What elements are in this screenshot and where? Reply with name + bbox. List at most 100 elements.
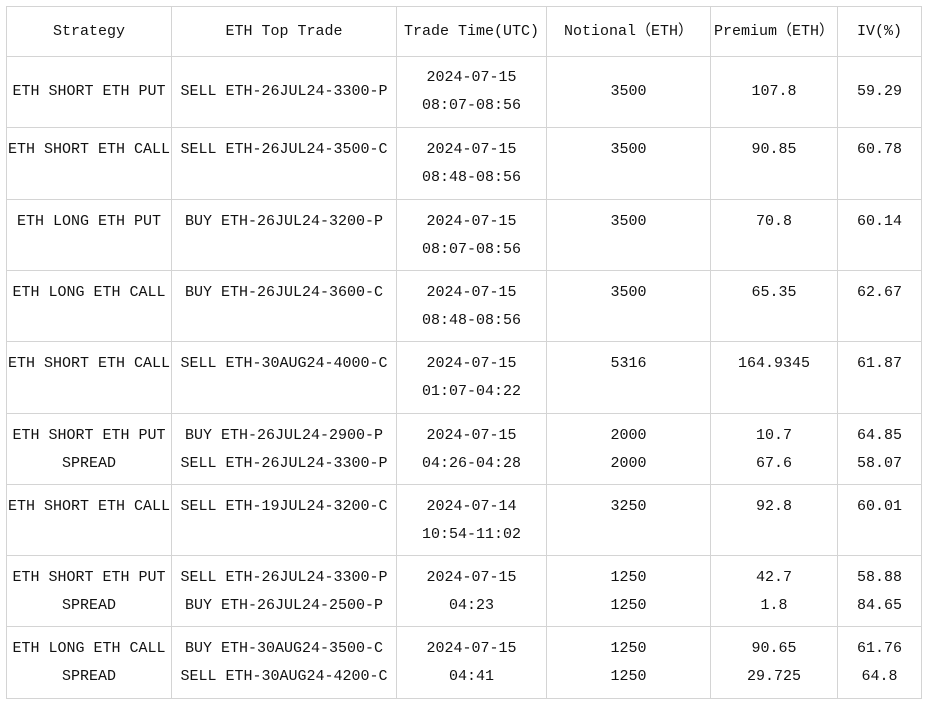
- cell-text: 2000: [610, 455, 647, 472]
- table-cell: 2024-07-15 04:41: [397, 627, 547, 699]
- cell-text: 2024-07-15: [426, 213, 517, 230]
- table-cell: 64.85 58.07: [838, 414, 922, 485]
- cell-text: SPREAD: [61, 597, 116, 614]
- table-cell: 60.01: [838, 485, 922, 556]
- cell-text: BUY ETH-26JUL24-3600-C: [184, 284, 384, 301]
- cell-text: 29.725: [746, 668, 801, 685]
- cell-text: 60.01: [856, 498, 902, 515]
- cell-text: 64.85: [856, 427, 902, 444]
- table-cell: ETH SHORT ETH PUT SPREAD: [6, 556, 172, 627]
- cell-text: BUY ETH-26JUL24-2500-P: [184, 597, 384, 614]
- cell-text: SPREAD: [61, 455, 116, 472]
- cell-text: 84.65: [856, 597, 902, 614]
- cell-text: SPREAD: [61, 668, 116, 685]
- cell-text: 2024-07-15: [426, 355, 517, 372]
- table-cell: ETH SHORT ETH PUT SPREAD: [6, 414, 172, 485]
- cell-text: 1250: [610, 668, 647, 685]
- cell-text: 2000: [610, 427, 647, 444]
- cell-text: 10.7: [755, 427, 792, 444]
- header-cell: Trade Time(UTC): [397, 6, 547, 57]
- cell-text: 64.8: [861, 668, 898, 685]
- cell-text: 2024-07-15: [426, 69, 517, 86]
- table-cell: 1250 1250: [547, 556, 711, 627]
- table-cell: 3500: [547, 57, 711, 128]
- table-cell: 2024-07-15 08:48-08:56: [397, 128, 547, 200]
- cell-text: 65.35: [751, 284, 797, 301]
- table-cell: BUY ETH-30AUG24-3500-C SELL ETH-30AUG24-4…: [172, 627, 397, 699]
- table-cell: 90.65 29.725: [711, 627, 838, 699]
- table-cell: 3500: [547, 200, 711, 271]
- header-cell: IV(%): [838, 6, 922, 57]
- cell-text: ETH SHORT ETH PUT: [12, 83, 166, 100]
- cell-text: SELL ETH-26JUL24-3300-P: [180, 569, 388, 586]
- table-cell: 61.76 64.8: [838, 627, 922, 699]
- cell-text: 107.8: [751, 83, 797, 100]
- header-cell: Premium（ETH）: [711, 6, 838, 57]
- cell-text: 70.8: [755, 213, 792, 230]
- table-cell: 10.7 67.6: [711, 414, 838, 485]
- table-cell: 2024-07-15 01:07-04:22: [397, 342, 547, 414]
- table-cell: ETH LONG ETH CALL SPREAD: [6, 627, 172, 699]
- cell-text: 3500: [610, 213, 647, 230]
- cell-text: 04:41: [448, 668, 494, 685]
- cell-text: SELL ETH-26JUL24-3300-P: [180, 83, 388, 100]
- cell-text: 2024-07-15: [426, 569, 517, 586]
- header-cell: ETH Top Trade: [172, 6, 397, 57]
- cell-text: 58.07: [856, 455, 902, 472]
- table-cell: 60.78: [838, 128, 922, 200]
- table-cell: 2024-07-15 04:26-04:28: [397, 414, 547, 485]
- table-cell: 2024-07-15 04:23: [397, 556, 547, 627]
- cell-text: 90.65: [751, 640, 797, 657]
- header-text: Premium（ETH）: [713, 22, 834, 40]
- table-cell: 90.85: [711, 128, 838, 200]
- header-text: ETH Top Trade: [225, 22, 343, 40]
- cell-text: ETH SHORT ETH CALL: [7, 355, 171, 372]
- cell-text: 90.85: [751, 141, 797, 158]
- cell-text: 10:54-11:02: [421, 526, 522, 543]
- table-cell: SELL ETH-26JUL24-3300-P BUY ETH-26JUL24-2…: [172, 556, 397, 627]
- table-cell: 60.14: [838, 200, 922, 271]
- table-cell: ETH LONG ETH PUT: [6, 200, 172, 271]
- table-cell: 61.87: [838, 342, 922, 414]
- cell-text: ETH LONG ETH CALL: [12, 284, 166, 301]
- cell-text: ETH LONG ETH PUT: [16, 213, 162, 230]
- header-cell: Strategy: [6, 6, 172, 57]
- cell-text: 04:26-04:28: [421, 455, 522, 472]
- cell-text: 60.14: [856, 213, 902, 230]
- cell-text: SELL ETH-30AUG24-4200-C: [180, 668, 388, 685]
- cell-text: 2024-07-15: [426, 640, 517, 657]
- table-cell: ETH SHORT ETH PUT: [6, 57, 172, 128]
- table-cell: 2024-07-15 08:48-08:56: [397, 271, 547, 342]
- table-cell: 3250: [547, 485, 711, 556]
- cell-text: 1250: [610, 569, 647, 586]
- cell-text: 61.76: [856, 640, 902, 657]
- cell-text: 60.78: [856, 141, 902, 158]
- cell-text: BUY ETH-26JUL24-2900-P: [184, 427, 384, 444]
- cell-text: 1.8: [760, 597, 788, 614]
- table-cell: 3500: [547, 128, 711, 200]
- cell-text: ETH SHORT ETH PUT: [12, 427, 166, 444]
- table-cell: 3500: [547, 271, 711, 342]
- table-cell: 164.9345: [711, 342, 838, 414]
- cell-text: 08:07-08:56: [421, 97, 522, 114]
- table-cell: 2024-07-15 08:07-08:56: [397, 57, 547, 128]
- cell-text: BUY ETH-30AUG24-3500-C: [184, 640, 384, 657]
- cell-text: 164.9345: [737, 355, 810, 372]
- table-cell: 70.8: [711, 200, 838, 271]
- table-cell: 59.29: [838, 57, 922, 128]
- cell-text: 3500: [610, 284, 647, 301]
- header-text: Trade Time(UTC): [403, 22, 540, 40]
- cell-text: 1250: [610, 597, 647, 614]
- cell-text: 92.8: [755, 498, 792, 515]
- table-cell: 1250 1250: [547, 627, 711, 699]
- cell-text: 01:07-04:22: [421, 383, 522, 400]
- cell-text: 62.67: [856, 284, 902, 301]
- cell-text: 3500: [610, 83, 647, 100]
- table-cell: ETH SHORT ETH CALL: [6, 342, 172, 414]
- cell-text: 04:23: [448, 597, 494, 614]
- table-cell: SELL ETH-30AUG24-4000-C: [172, 342, 397, 414]
- cell-text: 2024-07-14: [426, 498, 517, 515]
- table-cell: SELL ETH-26JUL24-3300-P: [172, 57, 397, 128]
- cell-text: 2024-07-15: [426, 141, 517, 158]
- table-cell: ETH SHORT ETH CALL: [6, 128, 172, 200]
